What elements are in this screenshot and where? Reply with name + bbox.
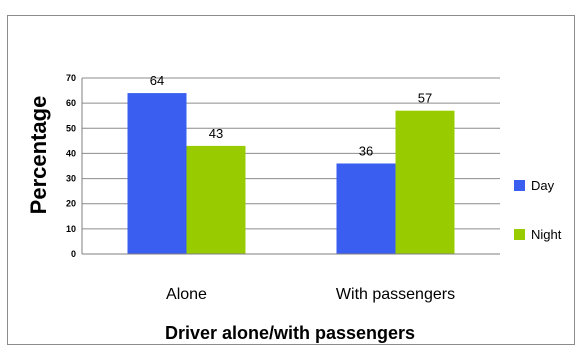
y-tick-label: 40 [66,148,76,158]
y-axis-title: Percentage [26,96,51,215]
y-tick-label: 30 [66,174,76,184]
category-label: With passengers [336,286,455,303]
y-tick-label: 10 [66,224,76,234]
y-tick-label: 70 [66,73,76,83]
legend-swatch-night [514,229,525,240]
data-labels: 64 43 36 57 [150,73,432,158]
y-tick-label: 20 [66,199,76,209]
data-label: 64 [150,73,164,88]
y-tick-label: 50 [66,123,76,133]
legend-label-day: Day [531,178,555,193]
bar-night-1 [395,110,455,254]
legend-label-night: Night [531,227,562,242]
y-tick-label: 60 [66,98,76,108]
bar-night-0 [186,145,246,254]
bar-day-1 [336,163,396,254]
category-labels: Alone With passengers [166,286,455,303]
bars [127,93,455,254]
category-label: Alone [166,286,207,303]
legend: Day Night [514,178,562,242]
data-label: 57 [418,91,432,106]
x-axis-title: Driver alone/with passengers [165,323,415,343]
data-label: 36 [359,143,373,158]
bar-day-0 [127,93,187,254]
data-label: 43 [209,126,223,141]
y-tick-label: 0 [71,249,76,259]
y-axis-ticks: 0 10 20 30 40 50 60 70 [66,73,76,259]
chart-frame [7,15,575,345]
legend-swatch-day [514,180,525,191]
